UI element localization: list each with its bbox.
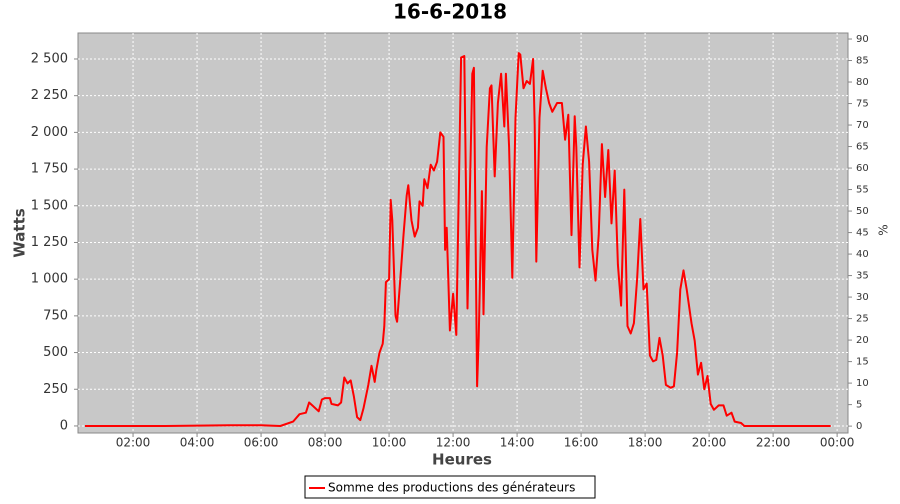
legend <box>304 475 596 499</box>
y2-tick-label: 80 <box>856 77 869 88</box>
y-tick-label: 1 250 <box>31 235 68 250</box>
y-tick-label: 500 <box>43 345 68 360</box>
y2-tick-label: 70 <box>856 120 869 131</box>
x-tick-label: 22:00 <box>756 436 791 450</box>
legend-label: Somme des productions des générateurs <box>328 481 575 495</box>
y-tick-label: 1 000 <box>31 272 68 287</box>
y2-tick-label: 30 <box>856 292 869 303</box>
x-tick-label: 18:00 <box>628 436 663 450</box>
x-tick-label: 08:00 <box>308 436 343 450</box>
y2-tick-label: 5 <box>856 400 862 411</box>
plot-area <box>77 32 849 434</box>
y2-tick-label: 55 <box>856 185 869 196</box>
y2-tick-label: 65 <box>856 142 869 153</box>
y2-axis-label: % <box>877 224 891 235</box>
y2-tick-label: 20 <box>856 335 869 346</box>
y2-tick-label: 35 <box>856 271 869 282</box>
y2-tick-label: 85 <box>856 56 869 67</box>
x-tick-label: 20:00 <box>692 436 727 450</box>
y2-tick-label: 45 <box>856 228 869 239</box>
y-tick-label: 2 250 <box>31 88 68 103</box>
y2-tick-label: 40 <box>856 249 869 260</box>
y-tick-label: 1 500 <box>31 198 68 213</box>
y2-tick-label: 90 <box>856 34 869 45</box>
x-axis-label: Heures <box>432 451 492 469</box>
y-tick-label: 750 <box>43 308 68 323</box>
x-tick-label: 06:00 <box>244 436 279 450</box>
y2-tick-label: 0 <box>856 421 862 432</box>
y-tick-label: 0 <box>60 418 68 433</box>
y2-tick-label: 75 <box>856 99 869 110</box>
y-axis-label: Watts <box>11 208 29 257</box>
y2-tick-label: 25 <box>856 314 869 325</box>
line-series <box>85 52 831 427</box>
y2-tick-label: 50 <box>856 206 869 217</box>
x-tick-label: 04:00 <box>180 436 215 450</box>
x-tick-label: 10:00 <box>372 436 407 450</box>
y2-tick-label: 60 <box>856 163 869 174</box>
y-tick-label: 2 500 <box>31 51 68 66</box>
x-tick-label: 14:00 <box>500 436 535 450</box>
y-tick-label: 2 000 <box>31 125 68 140</box>
x-tick-label: 02:00 <box>116 436 151 450</box>
y2-tick-label: 10 <box>856 378 869 389</box>
y2-tick-label: 15 <box>856 357 869 368</box>
y-tick-label: 250 <box>43 382 68 397</box>
chart-title: 16-6-2018 <box>393 0 507 24</box>
x-tick-label: 16:00 <box>564 436 599 450</box>
y-tick-label: 1 750 <box>31 162 68 177</box>
x-tick-label: 12:00 <box>436 436 471 450</box>
x-tick-label: 00:00 <box>820 436 855 450</box>
